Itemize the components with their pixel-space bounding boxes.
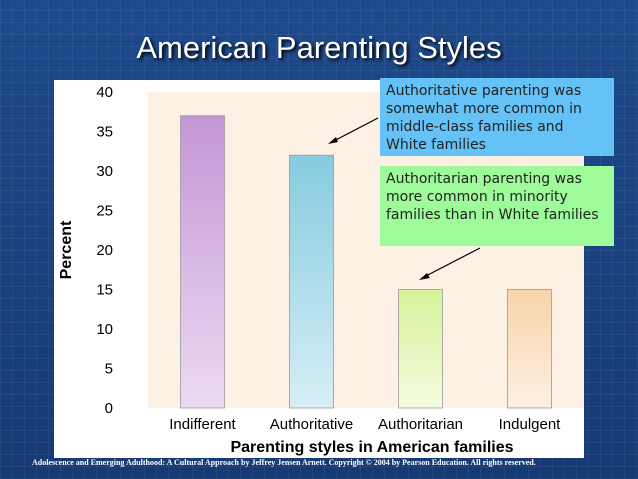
x-tick-label: Authoritative [270,416,353,433]
y-tick-label: 35 [96,124,113,141]
bar-authoritative [289,154,334,409]
arrow-authoritarian-head [419,273,430,280]
bar-indifferent [180,115,225,409]
y-tick-label: 20 [96,242,113,259]
arrow-authoritative [329,117,379,144]
x-tick-label: Indulgent [499,416,562,433]
arrow-authoritarian [421,247,481,279]
y-tick-label: 10 [96,321,113,338]
callout-authoritative: Authoritative parenting was somewhat mor… [380,78,614,156]
y-tick-label: 0 [105,400,113,417]
y-tick-label: 5 [105,361,113,378]
y-tick-label: 40 [96,84,113,101]
callout-authoritarian: Authoritarian parenting was more common … [380,166,614,246]
bar-indulgent [507,289,552,409]
x-axis-label: Parenting styles in American families [230,439,513,456]
y-tick-label: 30 [96,163,113,180]
slide-title: American Parenting Styles [136,30,502,65]
y-tick-label: 15 [96,282,113,299]
y-tick-label: 25 [96,203,113,220]
bar-authoritarian [398,289,443,409]
y-axis-label: Percent [58,220,75,279]
x-tick-label: Indifferent [169,416,236,433]
arrow-authoritative-head [328,137,338,144]
copyright-footer: Adolescence and Emerging Adulthood: A Cu… [32,458,536,467]
x-tick-label: Authoritarian [378,416,463,433]
